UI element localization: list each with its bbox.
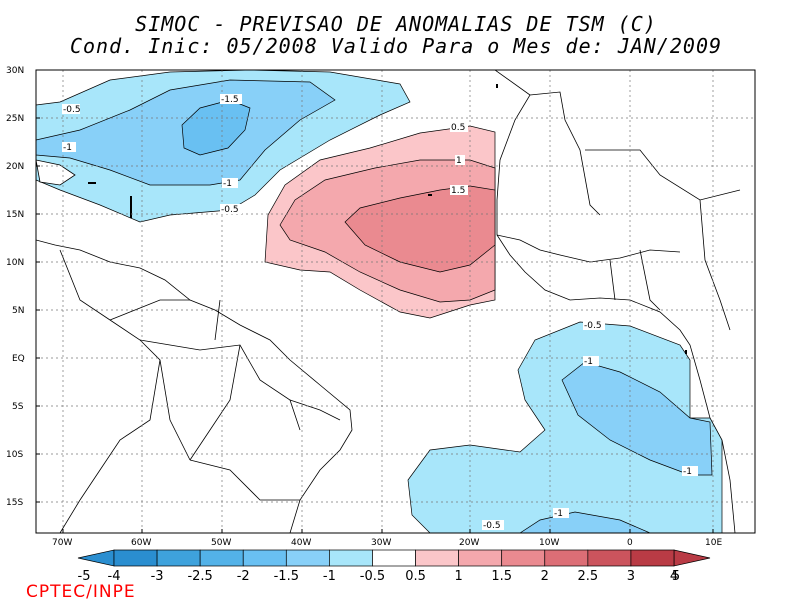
contour-label: -0.5 (584, 321, 602, 331)
lat-label: 30N (6, 66, 24, 76)
colorbar-label: 4 (670, 569, 678, 584)
colorbar-swatch (415, 549, 459, 567)
lon-label: 0 (627, 538, 633, 548)
contour-label: -1.5 (221, 95, 239, 105)
contour-label: -1 (554, 509, 563, 519)
colorbar-label: -1 (323, 569, 336, 584)
colorbar: -5 -4 -3 -2.5 -2 -1.5 -1 -0.5 0.5 1 1.5 2 2.5 3 45 (77, 549, 711, 584)
colorbar-swatch (156, 549, 201, 567)
colorbar-label: -1.5 (274, 569, 299, 584)
colorbar-label: 0.5 (405, 569, 426, 584)
shade-neg1-south (561, 361, 713, 476)
lat-label: 20N (6, 162, 24, 172)
colorbar-swatch (544, 549, 589, 567)
colorbar-label: -4 (108, 569, 121, 584)
colorbar-swatch (372, 549, 416, 567)
contour-label: 1 (456, 156, 462, 166)
colorbar-right-arrow (673, 549, 711, 567)
colorbar-swatch (630, 549, 675, 567)
colorbar-label: 3 (627, 569, 635, 584)
lat-label: 5S (12, 402, 24, 412)
colorbar-label: -5 (78, 569, 91, 584)
grid-lines (36, 70, 755, 533)
colorbar-swatch (113, 549, 158, 567)
latitude-labels: 30N 25N 20N 15N 10N 5N EQ 5S 10S 15S (6, 66, 25, 508)
colorbar-label: -0.5 (360, 569, 385, 584)
lat-label: 25N (6, 114, 24, 124)
lon-label: 10E (705, 538, 722, 548)
colorbar-label: 1 (454, 569, 462, 584)
colorbar-swatch (587, 549, 632, 567)
colorbar-swatch (458, 549, 503, 567)
lon-label: 10W (539, 538, 559, 548)
colorbar-swatch (285, 549, 330, 567)
colorbar-swatch (199, 549, 244, 567)
colorbar-label: -2.5 (187, 569, 212, 584)
colorbar-label: -3 (151, 569, 164, 584)
colorbar-label: 5 (672, 569, 680, 584)
shade-pos15 (344, 185, 496, 273)
anomaly-fill-layer (36, 70, 755, 533)
colorbar-swatch (329, 549, 373, 567)
contour-label: -1 (223, 179, 232, 189)
islands (88, 84, 687, 354)
colorbar-label: 1.5 (491, 569, 512, 584)
colorbar-left-arrow (77, 549, 115, 567)
contour-label: 1.5 (451, 186, 465, 196)
contour-label: 0.5 (451, 123, 465, 133)
shade-neg05-south (407, 321, 723, 533)
lon-label: 20W (459, 538, 479, 548)
map-title-line1: SIMOC - PREVISAO DE ANOMALIAS DE TSM (C) (135, 12, 657, 36)
lat-label: 15S (6, 498, 23, 508)
lat-label: EQ (12, 354, 25, 364)
lat-label: 10N (6, 258, 24, 268)
contour-label: -0.5 (483, 521, 501, 531)
colorbar-swatch (501, 549, 546, 567)
contour-label: -0.5 (63, 105, 81, 115)
map-title-line2: Cond. Inic: 05/2008 Valido Para o Mes de… (69, 34, 723, 58)
caribbean-land (36, 159, 76, 186)
south-america-land (36, 239, 353, 533)
contour-label: -0.5 (221, 205, 239, 215)
colorbar-swatch (242, 549, 287, 567)
contour-label: -1 (63, 143, 72, 153)
lon-label: 70W (52, 538, 72, 548)
contour-label: -1 (584, 357, 593, 367)
lon-label: 30W (371, 538, 391, 548)
lon-label: 40W (291, 538, 311, 548)
lon-label: 60W (131, 538, 151, 548)
lat-label: 15N (6, 210, 24, 220)
contour-label: -1 (683, 467, 692, 477)
lat-label: 10S (6, 450, 23, 460)
footer-credit: CPTEC/INPE (26, 582, 136, 602)
lon-label: 50W (211, 538, 231, 548)
plot-frame (35, 69, 756, 534)
lat-label: 5N (12, 306, 24, 316)
colorbar-label: -2 (237, 569, 250, 584)
contour-labels: -0.5 -1.5 -1 -1 -0.5 0.5 1 1.5 -0.5 -1 -… (62, 94, 698, 531)
axis-ticks (36, 69, 714, 533)
colorbar-label: 2.5 (578, 569, 599, 584)
shade-neg1-south-b (519, 511, 651, 533)
longitude-labels: 70W 60W 50W 40W 30W 20W 10W 0 10E (52, 538, 722, 548)
colorbar-label: 2 (541, 569, 549, 584)
shade-neg15-north (181, 99, 251, 156)
